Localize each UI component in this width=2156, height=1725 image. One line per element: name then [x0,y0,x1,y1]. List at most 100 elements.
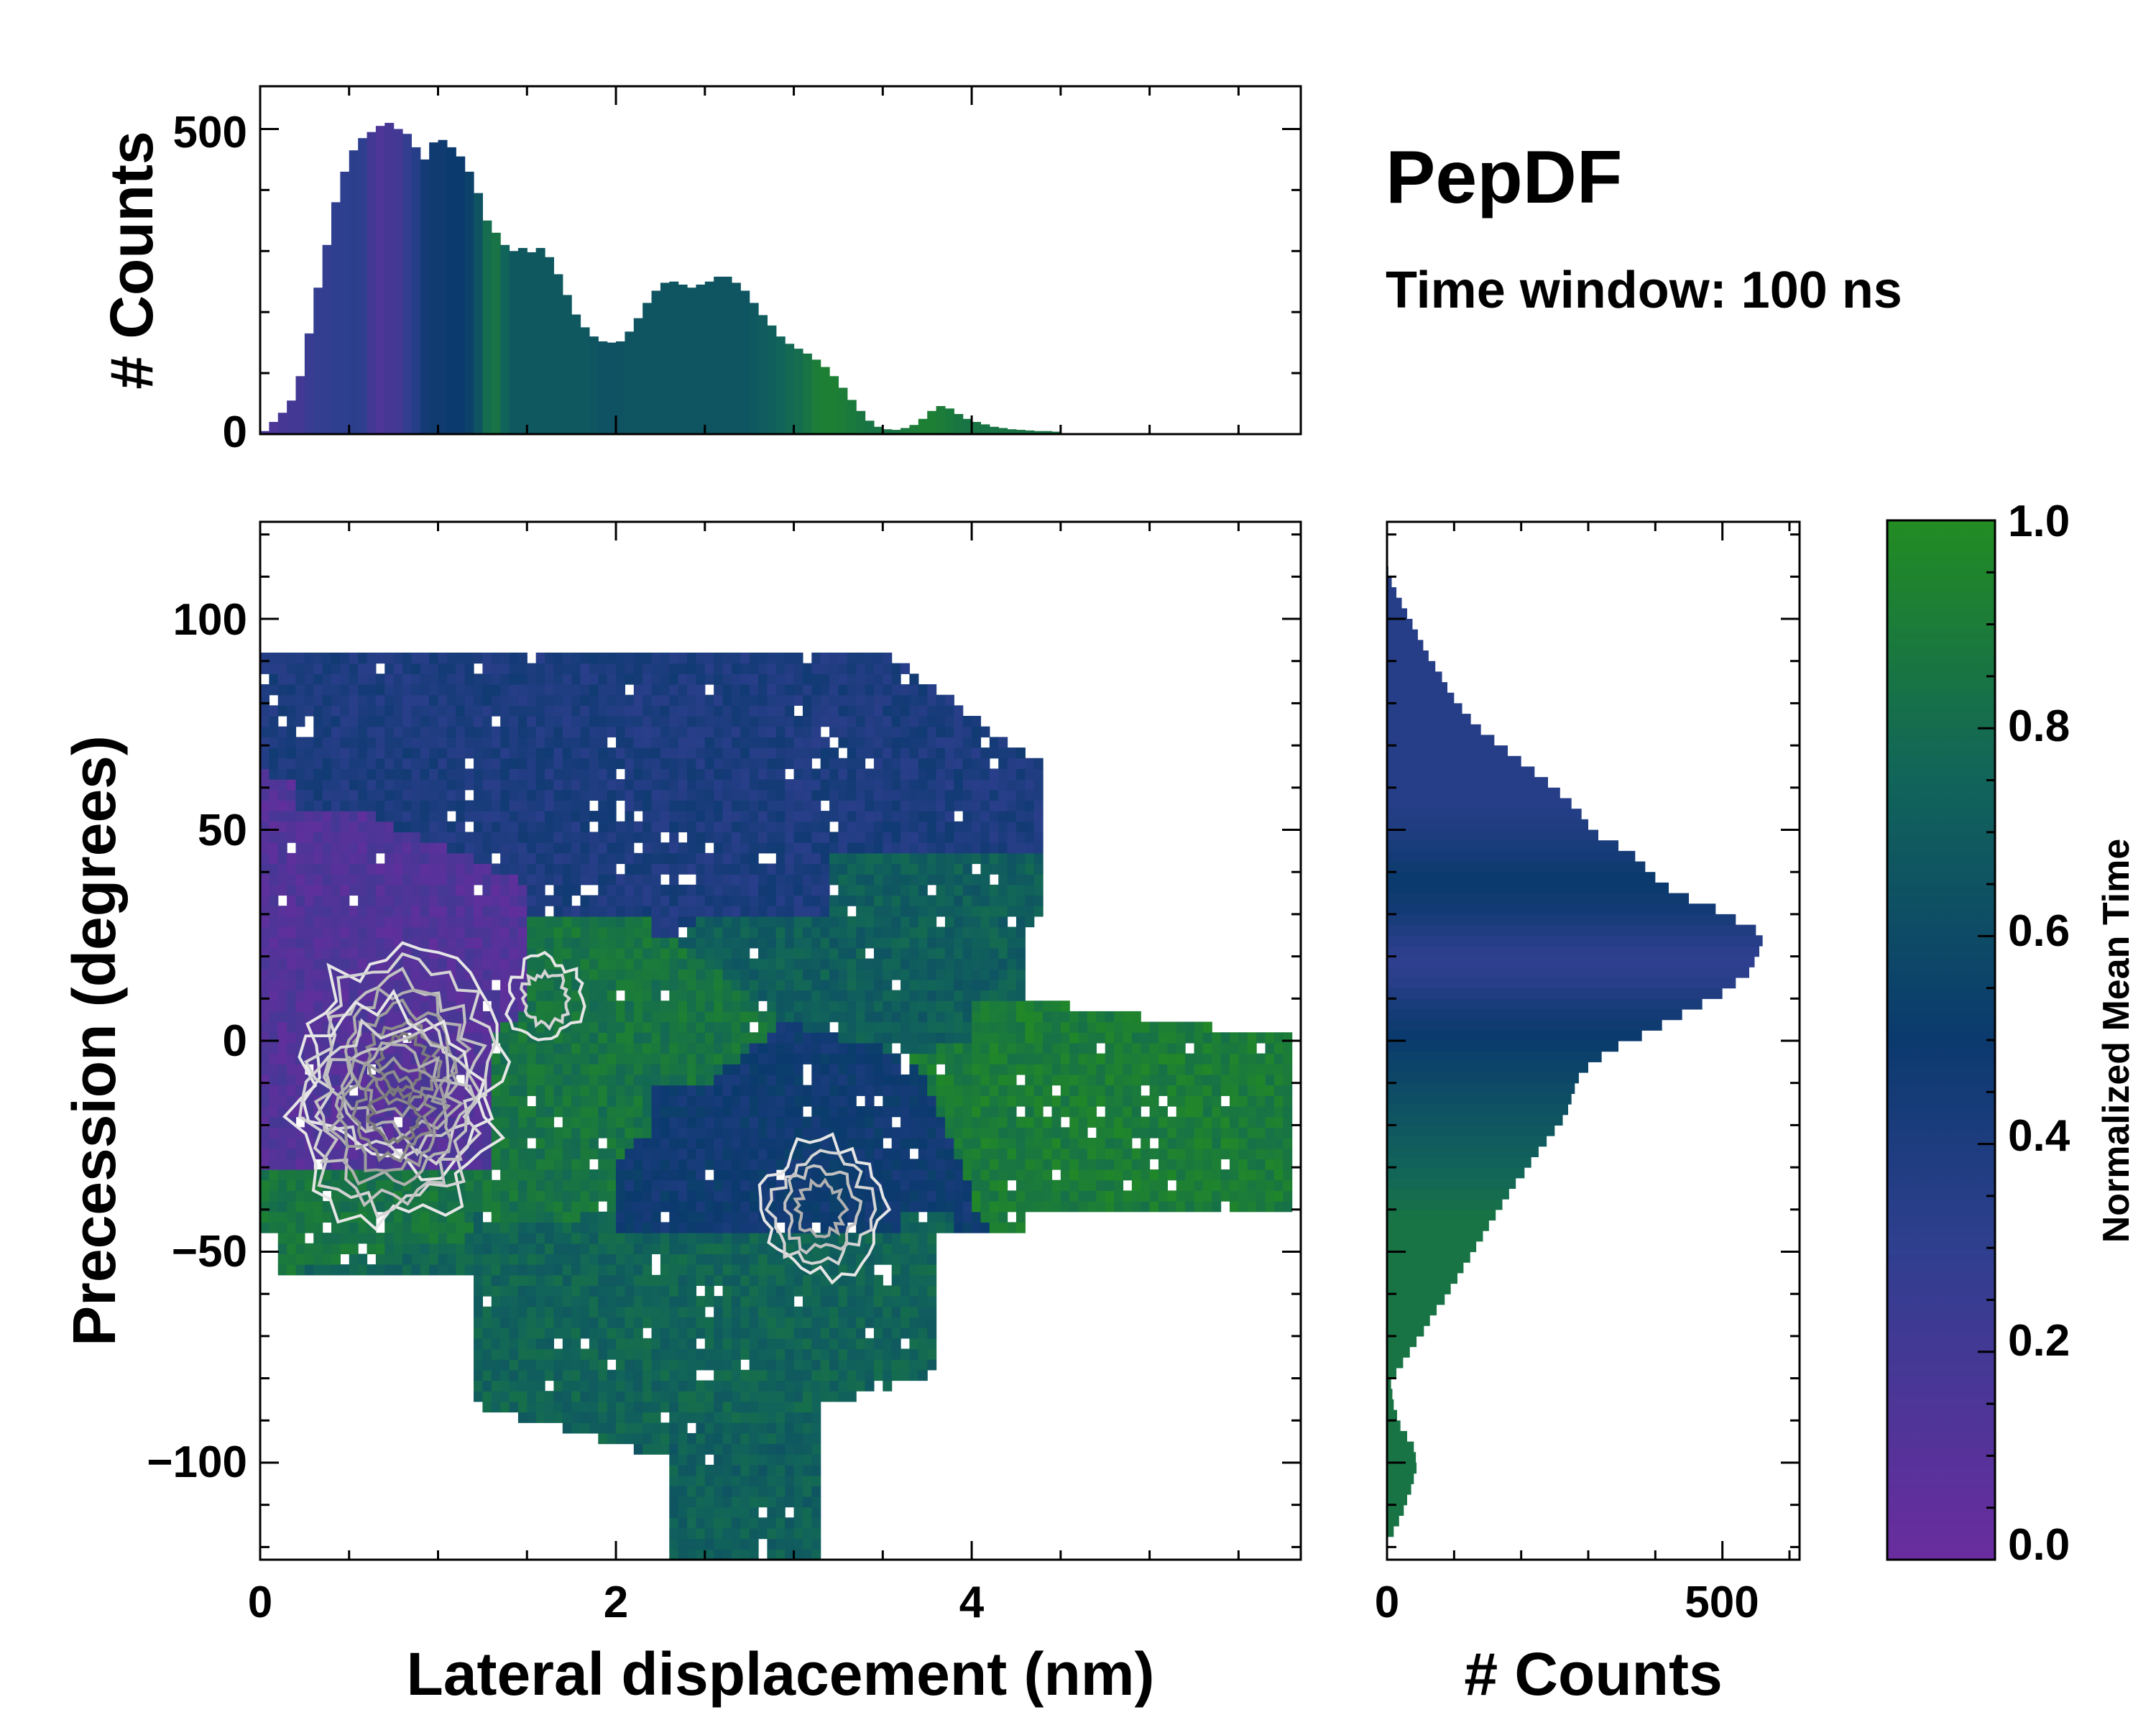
heatmap-cell [509,768,519,780]
heatmap-cell [687,1359,697,1371]
heatmap-cell [767,1380,777,1392]
heatmap-cell [669,1285,679,1297]
heatmap-cell [775,716,786,727]
heatmap-cell [856,1138,866,1149]
heatmap-cell [775,916,786,928]
heatmap-cell [429,673,439,685]
heatmap-cell [775,1201,786,1213]
heatmap-cell [847,1021,857,1033]
heatmap-cell [367,1233,377,1244]
heatmap-cell [340,832,350,843]
heatmap-cell [749,1148,759,1159]
heatmap-cell [260,1085,270,1096]
heatmap-cell [589,1064,599,1075]
heatmap-cell [331,779,341,791]
heatmap-cell [580,832,590,843]
heatmap-cell [642,947,653,960]
heatmap-cell [456,652,466,664]
heatmap-cell [696,990,706,1001]
heatmap-cell [420,958,430,970]
heatmap-cell [740,1432,750,1445]
heatmap-cell [696,1000,706,1012]
heatmap-cell [491,737,501,748]
heatmap-cell [269,990,279,1001]
heatmap-cell [775,1127,786,1138]
heatmap-cell [287,1190,297,1202]
heatmap-cell [616,1338,626,1350]
heatmap-cell [553,832,563,843]
heatmap-cell [509,842,519,854]
heatmap-cell [714,1274,724,1287]
heatmap-cell [491,694,501,706]
heatmap-cell [456,1243,466,1255]
heatmap-cell [678,1369,688,1381]
heatmap-cell [873,1138,883,1149]
heatmap-cell [625,916,635,928]
heatmap-cell [277,673,287,685]
heatmap-cell [696,779,706,791]
heatmap-cell [811,748,821,759]
heatmap-cell [767,1496,777,1508]
heatmap-cell [304,916,314,928]
heatmap-cell [553,1179,563,1191]
heatmap-cell [847,1306,857,1318]
heatmap-cell [669,1201,679,1213]
heatmap-cell [349,947,359,960]
heatmap-cell [562,937,572,949]
heatmap-cell [517,800,528,811]
heatmap-cell [678,863,688,875]
heatmap-cell [678,1095,688,1107]
heatmap-cell [767,821,777,833]
heatmap-cell [313,863,323,875]
heatmap-cell [527,694,537,706]
heatmap-cell [731,758,741,769]
heatmap-cell [482,1032,492,1044]
top-ytick-label-500: 500 [173,108,247,157]
heatmap-cell [384,748,395,759]
heatmap-cell [767,1095,777,1107]
heatmap-cell [535,800,545,811]
heatmap-cell [740,906,750,917]
heatmap-cell [535,821,545,833]
heatmap-cell [277,1148,287,1159]
heatmap-cell [358,800,368,811]
heatmap-cell [678,1233,688,1244]
heatmap-cell [598,652,608,664]
heatmap-cell [696,1243,706,1255]
heatmap-cell [393,673,403,685]
heatmap-cell [704,779,714,791]
heatmap-cell [456,832,466,843]
heatmap-cell [758,1391,768,1402]
heatmap-cell [811,1464,821,1476]
heatmap-cell [420,1074,430,1086]
heatmap-cell [464,852,474,865]
heatmap-cell [678,1549,688,1560]
heatmap-cell [571,916,581,928]
heatmap-cell [616,1190,626,1202]
heatmap-cell [793,1179,803,1191]
heatmap-cell [829,1000,839,1012]
heatmap-cell [749,1464,759,1476]
heatmap-cell [775,884,786,896]
heatmap-cell [580,779,590,791]
heatmap-cell [714,1380,724,1392]
heatmap-cell [714,1243,724,1255]
heatmap-cell [714,694,724,706]
heatmap-cell [598,884,608,896]
heatmap-cell [642,1391,653,1402]
heatmap-cell [313,1243,323,1255]
heatmap-cell [793,673,803,685]
heatmap-cell [607,1021,617,1033]
top-histogram-bar [375,126,385,434]
heatmap-cell [749,1222,759,1233]
top-histogram-bar [1015,430,1026,434]
heatmap-cell [589,694,599,706]
heatmap-cell [277,1064,287,1075]
heatmap-cell [438,779,448,791]
heatmap-cell [740,1201,750,1213]
heatmap-cell [598,979,608,991]
heatmap-cell [802,1422,812,1434]
heatmap-cell [722,979,732,991]
heatmap-cell [625,737,635,748]
heatmap-cell [616,958,626,970]
